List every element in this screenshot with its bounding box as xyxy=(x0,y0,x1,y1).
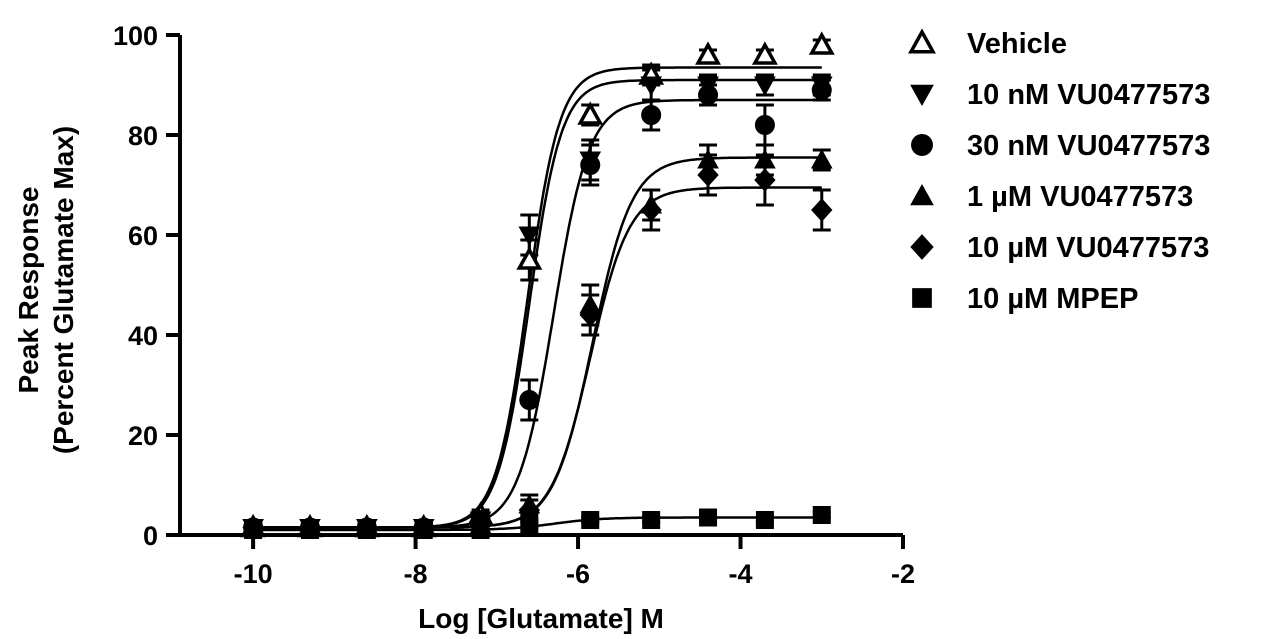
y-tick-label: 0 xyxy=(143,521,158,551)
x-tick-label: -8 xyxy=(404,559,428,589)
data-point xyxy=(695,41,722,65)
y-tick-label: 60 xyxy=(128,221,158,251)
data-point xyxy=(300,521,319,539)
x-tick-label: -6 xyxy=(566,559,590,589)
error-bars xyxy=(244,38,831,534)
legend-marker xyxy=(910,234,934,260)
x-axis-label: Log [Glutamate] M xyxy=(418,603,664,634)
data-point xyxy=(579,303,601,327)
legend-label: 10 µM VU0477573 xyxy=(967,232,1209,264)
data-point xyxy=(754,115,775,135)
data-points xyxy=(240,31,835,540)
legend-label: 10 nM VU0477573 xyxy=(967,79,1210,111)
legend-marker xyxy=(908,28,936,54)
y-axis-label-line1: Peak Response xyxy=(13,187,44,394)
axes: 0 20 40 60 80 100 -10 -8 -6 -4 -2 xyxy=(113,21,915,589)
y-tick-label: 100 xyxy=(113,21,158,51)
data-point xyxy=(698,85,719,105)
data-point xyxy=(640,76,663,97)
fit-curve-2 xyxy=(253,98,822,529)
legend-label: Vehicle xyxy=(967,28,1067,60)
legend-marker xyxy=(911,134,933,156)
data-point xyxy=(755,511,774,529)
x-tick-label: -4 xyxy=(729,559,753,589)
legend-label: 30 nM VU0477573 xyxy=(967,130,1210,162)
y-tick-label: 20 xyxy=(128,421,158,451)
y-axis-label-line2: (Percent Glutamate Max) xyxy=(48,126,79,454)
data-point xyxy=(699,508,718,527)
data-point xyxy=(414,521,433,539)
legend-marker xyxy=(912,288,932,308)
data-point xyxy=(642,511,661,529)
data-point xyxy=(357,521,376,539)
data-point xyxy=(520,516,539,534)
fit-curve-1 xyxy=(253,78,822,529)
data-point xyxy=(516,246,543,270)
data-point xyxy=(581,511,600,529)
data-point xyxy=(471,521,490,539)
fit-curve-3 xyxy=(253,156,822,529)
data-point xyxy=(754,76,776,97)
fit-curve-4 xyxy=(253,186,822,529)
data-point xyxy=(754,148,776,169)
x-tick-label: -2 xyxy=(891,559,915,589)
data-point xyxy=(811,198,833,222)
data-point xyxy=(577,101,604,125)
data-point xyxy=(519,390,540,410)
data-point xyxy=(812,506,831,524)
fit-curves xyxy=(253,66,822,532)
y-tick-label: 40 xyxy=(128,321,158,351)
legend: Vehicle 10 nM VU0477573 30 nM VU0477573 1 µ… xyxy=(908,28,1210,315)
data-point xyxy=(641,105,662,125)
legend-marker xyxy=(910,183,934,206)
legend-label: 10 µM MPEP xyxy=(967,283,1138,315)
data-point xyxy=(808,31,835,55)
data-point xyxy=(244,521,263,539)
data-point xyxy=(697,163,719,187)
legend-marker xyxy=(910,84,934,107)
fit-curve-0 xyxy=(253,66,822,529)
y-tick-label: 80 xyxy=(128,121,158,151)
x-tick-label: -10 xyxy=(234,559,273,589)
data-point xyxy=(640,198,662,222)
data-point xyxy=(518,226,541,247)
data-point xyxy=(811,80,832,100)
data-point xyxy=(810,148,833,169)
data-point xyxy=(751,41,778,65)
data-point xyxy=(754,168,776,192)
legend-label: 1 µM VU0477573 xyxy=(967,181,1193,213)
data-point xyxy=(580,155,601,175)
